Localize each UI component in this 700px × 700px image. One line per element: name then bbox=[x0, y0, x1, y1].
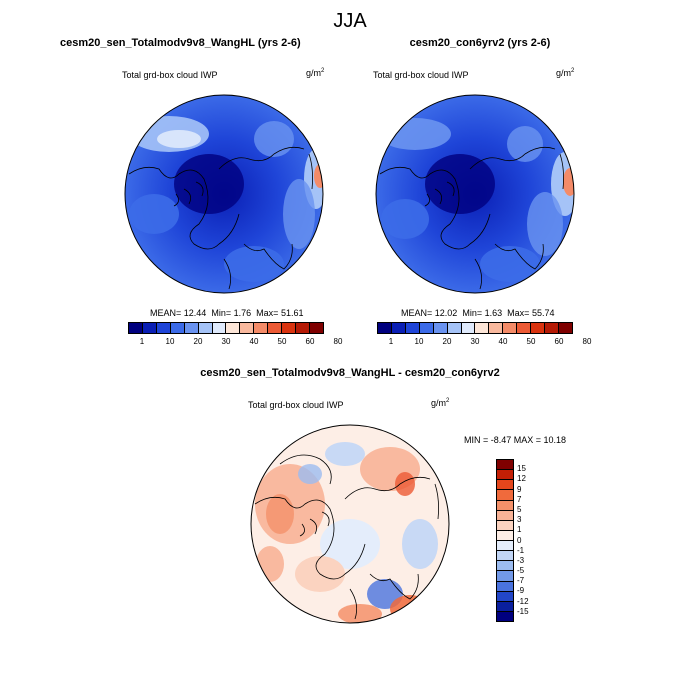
panel-3-colorbar-tick-label: -12 bbox=[517, 596, 529, 606]
panel-3-variable: Total grd-box cloud IWP bbox=[248, 400, 344, 410]
panel-1-colorbar-swatch bbox=[184, 323, 199, 333]
panel-3-colorbar-swatch bbox=[497, 500, 513, 511]
panel-1-colorbar-swatch bbox=[129, 323, 143, 333]
panel-3-colorbar-tick-label: -15 bbox=[517, 606, 529, 616]
panel-3-colorbar-swatch bbox=[497, 490, 513, 501]
panel-2-units: g/m2 bbox=[556, 68, 575, 78]
panel-3-colorbar-tick-label: 15 bbox=[517, 464, 526, 474]
panel-1-colorbar-swatch bbox=[309, 323, 323, 333]
panel-1-stats: MEAN= 12.44 Min= 1.76 Max= 51.61 bbox=[150, 308, 304, 318]
panel-1-colorbar-tick-label: 20 bbox=[193, 337, 203, 346]
panel-2-colorbar-swatch bbox=[447, 323, 462, 333]
figure-title: JJA bbox=[333, 10, 367, 32]
panel-2-polar-map bbox=[375, 94, 575, 294]
panel-1-colorbar-swatch bbox=[254, 323, 269, 333]
panel-2-colorbar-swatch bbox=[378, 323, 392, 333]
panel-3-colorbar-tick-label: -7 bbox=[517, 576, 525, 586]
panel-1-colorbar-swatch bbox=[268, 323, 283, 333]
panel-1-colorbar-swatch bbox=[226, 323, 241, 333]
panel-1-colorbar-swatch bbox=[156, 323, 171, 333]
panel-1-units: g/m2 bbox=[306, 68, 325, 78]
panel-2-colorbar-swatch bbox=[489, 323, 504, 333]
panel-2-colorbar-ticks: 1 10 20 30 40 50 60 80 bbox=[377, 337, 592, 349]
panel-3-colorbar-tick-label: 1 bbox=[517, 525, 522, 535]
panel-2-colorbar bbox=[377, 322, 573, 334]
panel-2-colorbar-tick-label: 20 bbox=[442, 337, 452, 346]
panel-3-colorbar-swatch bbox=[497, 480, 513, 491]
panel-2-colorbar-swatch bbox=[531, 323, 546, 333]
panel-1-colorbar-tick-label: 10 bbox=[165, 337, 175, 346]
panel-3-colorbar-swatch bbox=[497, 571, 513, 582]
panel-3-colorbar-swatch bbox=[497, 460, 513, 471]
panel-2-variable: Total grd-box cloud IWP bbox=[373, 70, 469, 80]
panel-1-colorbar bbox=[128, 322, 324, 334]
panel-3-colorbar-ticks: 15 12 9 7 5 3 1 0 -1 -3 -5 -7 -9 -12 -15 bbox=[517, 459, 547, 622]
panel-1-colorbar-swatch bbox=[212, 323, 227, 333]
panel-2-colorbar-tick-label: 1 bbox=[388, 337, 394, 346]
panel-1-colorbar-swatch bbox=[282, 323, 297, 333]
panel-2-colorbar-tick-label: 40 bbox=[498, 337, 508, 346]
panel-3-colorbar-tick-label: 5 bbox=[517, 504, 522, 514]
panel-1-colorbar-swatch bbox=[296, 323, 310, 333]
panel-2-colorbar-swatch bbox=[405, 323, 420, 333]
panel-1-variable: Total grd-box cloud IWP bbox=[122, 70, 218, 80]
panel-3-colorbar-swatch bbox=[497, 611, 513, 621]
panel-1-colorbar-tick-label: 60 bbox=[305, 337, 315, 346]
panel-1-colorbar-tick-label: 80 bbox=[333, 337, 343, 346]
panel-1-colorbar-tick-label: 1 bbox=[139, 337, 145, 346]
panel-2-title: cesm20_con6yrv2 (yrs 2-6) bbox=[409, 37, 551, 49]
panel-2-colorbar-swatch bbox=[461, 323, 476, 333]
panel-3-colorbar-swatch bbox=[497, 581, 513, 592]
panel-1-colorbar-swatch bbox=[198, 323, 213, 333]
panel-3-colorbar-swatch bbox=[497, 591, 513, 602]
panel-2-colorbar-swatch bbox=[503, 323, 518, 333]
panel-3-colorbar-swatch bbox=[497, 470, 513, 481]
panel-3-colorbar-swatch bbox=[497, 541, 513, 552]
panel-3-colorbar-swatch bbox=[497, 551, 513, 562]
panel-3-polar-map bbox=[250, 424, 450, 624]
panel-3-colorbar-swatch bbox=[497, 601, 513, 612]
panel-3-colorbar-tick-label: 0 bbox=[517, 535, 522, 545]
panel-3-colorbar-tick-label: 3 bbox=[517, 515, 522, 525]
panel-1-colorbar-swatch bbox=[240, 323, 255, 333]
panel-2-colorbar-tick-label: 50 bbox=[526, 337, 536, 346]
panel-2-stats: MEAN= 12.02 Min= 1.63 Max= 55.74 bbox=[401, 308, 555, 318]
panel-2-colorbar-swatch bbox=[545, 323, 559, 333]
panel-3-colorbar-tick-label: -9 bbox=[517, 586, 525, 596]
panel-2-colorbar-tick-label: 80 bbox=[582, 337, 592, 346]
panel-3-stats: MIN = -8.47 MAX = 10.18 bbox=[464, 435, 567, 445]
panel-3-colorbar-tick-label: -5 bbox=[517, 566, 525, 576]
panel-2-colorbar-swatch bbox=[475, 323, 490, 333]
panel-1-colorbar-ticks: 1 10 20 30 40 50 60 80 bbox=[128, 337, 343, 349]
panel-2-colorbar-swatch bbox=[558, 323, 572, 333]
panel-3-colorbar-tick-label: -1 bbox=[517, 545, 525, 555]
panel-2-colorbar-swatch bbox=[517, 323, 532, 333]
panel-1-polar-map bbox=[124, 94, 324, 294]
panel-3-colorbar-swatch bbox=[497, 520, 513, 531]
panel-2-colorbar-tick-label: 30 bbox=[470, 337, 480, 346]
panel-2-colorbar-tick-label: 10 bbox=[414, 337, 424, 346]
panel-3-colorbar-swatch bbox=[497, 530, 513, 541]
panel-1-colorbar-swatch bbox=[142, 323, 157, 333]
panel-3-title: cesm20_sen_Totalmodv9v8_WangHL - cesm20_… bbox=[200, 367, 500, 379]
panel-3-colorbar-tick-label: 7 bbox=[517, 494, 522, 504]
panel-2-colorbar-tick-label: 60 bbox=[554, 337, 564, 346]
panel-1-colorbar-tick-label: 50 bbox=[277, 337, 287, 346]
panel-3-colorbar-swatch bbox=[497, 510, 513, 521]
panel-3-colorbar-tick-label: -3 bbox=[517, 555, 525, 565]
panel-3-colorbar-tick-label: 12 bbox=[517, 474, 526, 484]
panel-2-colorbar-swatch bbox=[433, 323, 448, 333]
panel-1-colorbar-tick-label: 30 bbox=[221, 337, 231, 346]
panel-3-colorbar-tick-label: 9 bbox=[517, 484, 522, 494]
panel-3-units: g/m2 bbox=[431, 398, 450, 408]
panel-2-colorbar-swatch bbox=[391, 323, 406, 333]
panel-2-colorbar-swatch bbox=[419, 323, 434, 333]
panel-3-colorbar-swatch bbox=[497, 561, 513, 572]
panel-1-colorbar-tick-label: 40 bbox=[249, 337, 259, 346]
panel-3-colorbar bbox=[496, 459, 514, 622]
panel-1-colorbar-swatch bbox=[170, 323, 185, 333]
panel-1-title: cesm20_sen_Totalmodv9v8_WangHL (yrs 2-6) bbox=[60, 37, 301, 49]
